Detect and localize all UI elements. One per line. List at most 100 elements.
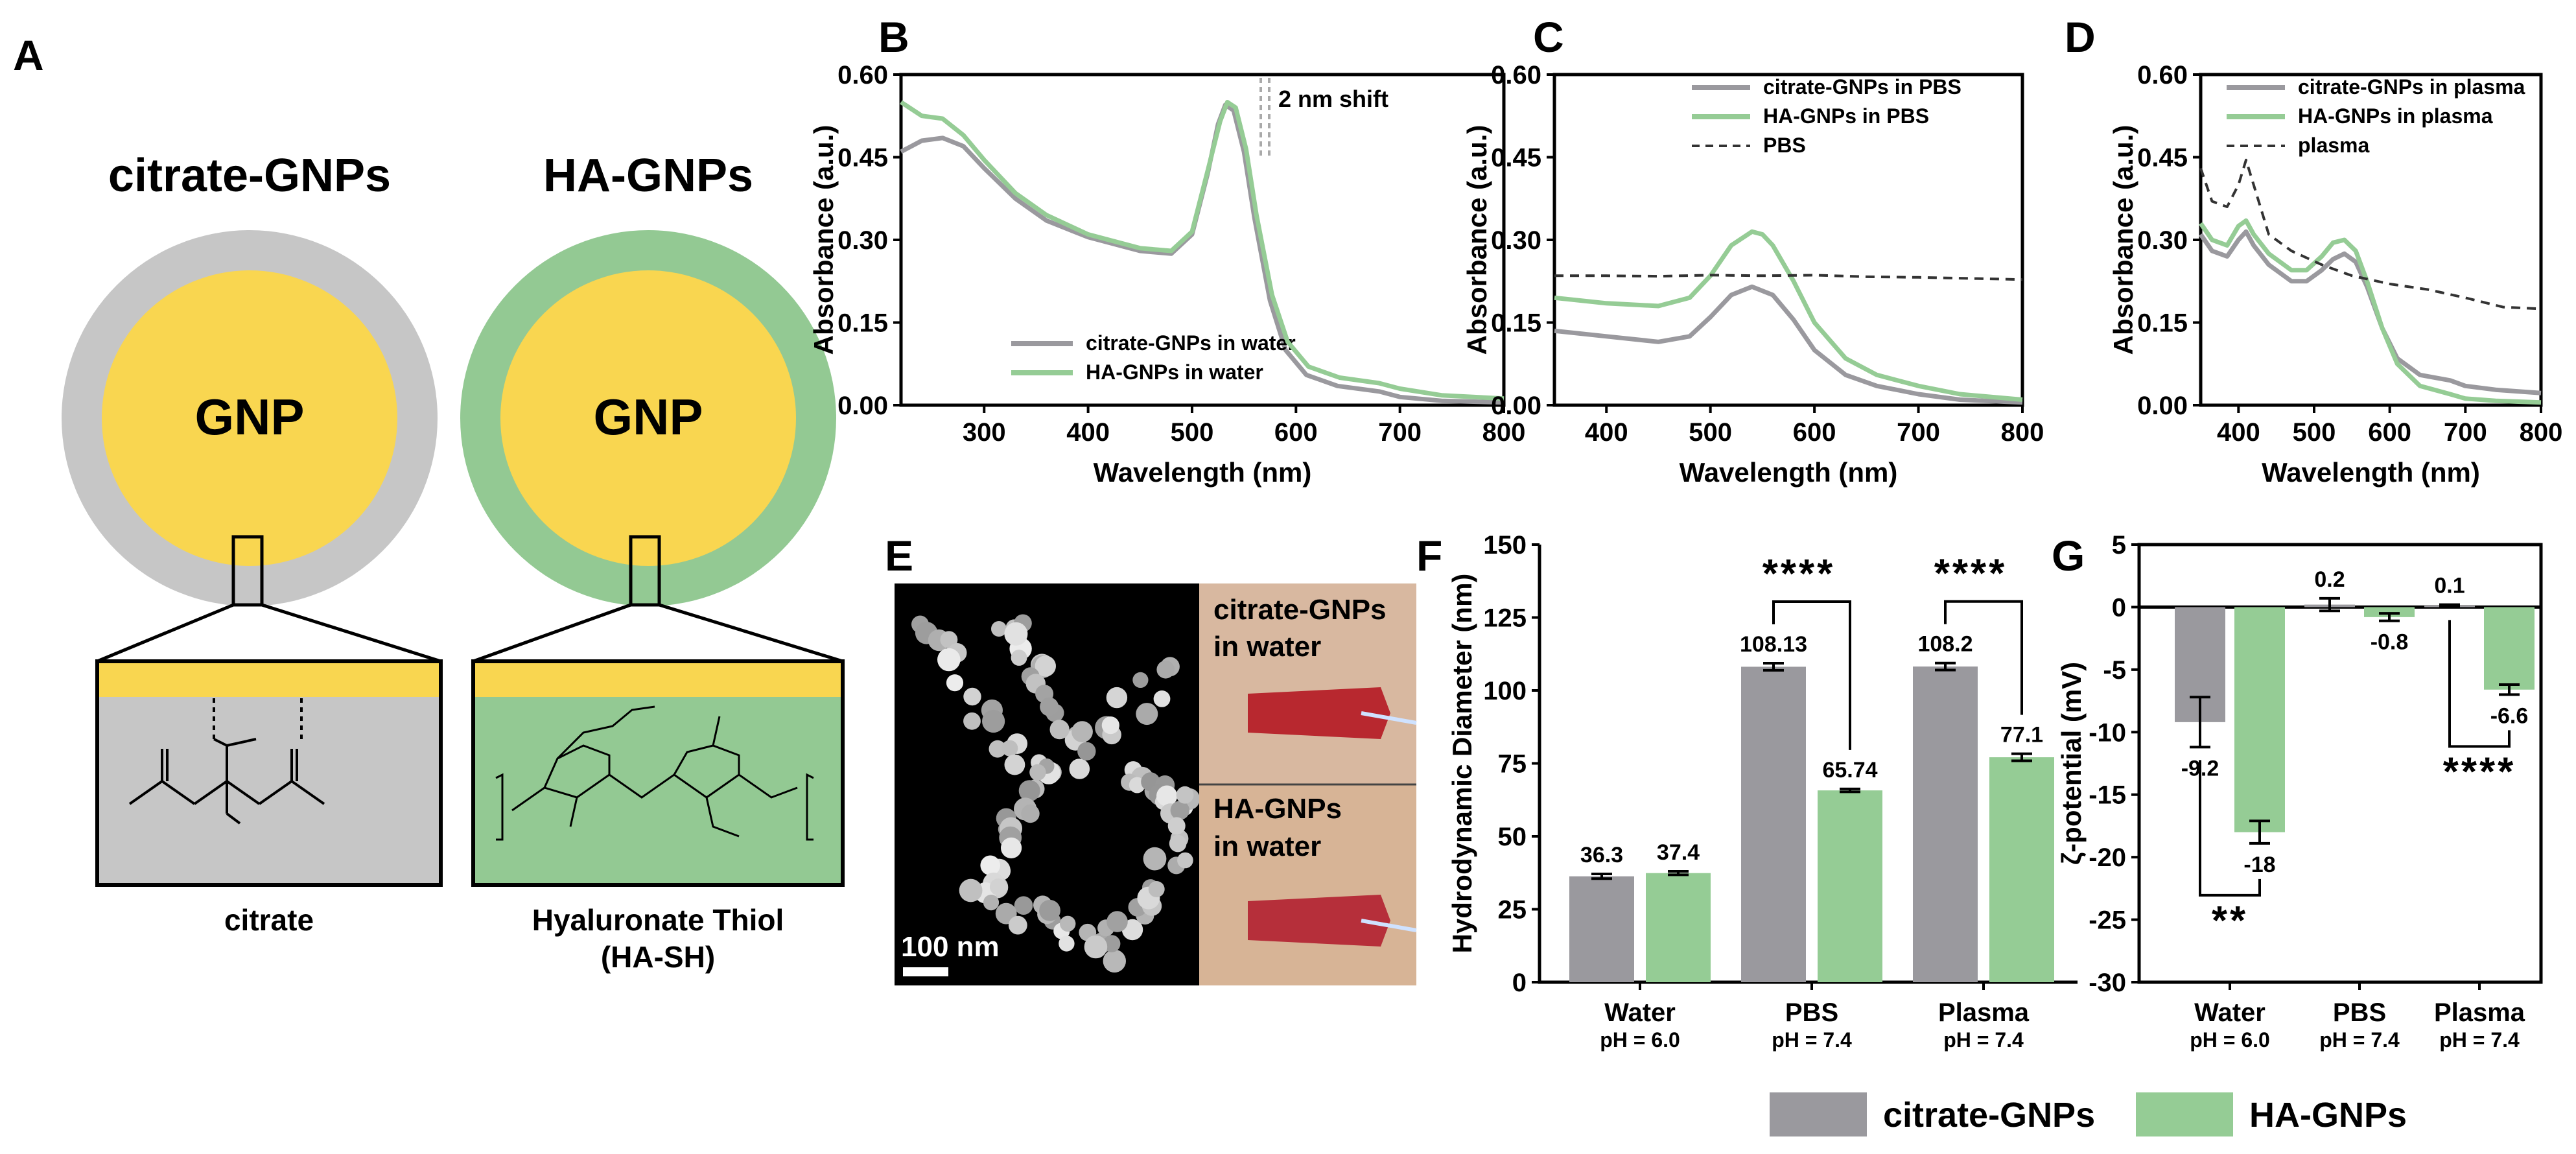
category-label: Plasma [2434, 998, 2525, 1027]
nanoparticle [1170, 801, 1190, 820]
nanoparticle [1103, 949, 1127, 973]
bar-ha-gnps [1646, 873, 1711, 982]
x-tick-label: 300 [963, 418, 1006, 447]
photo-top-label-line2: in water [1213, 631, 1321, 663]
y-tick-label: 0.60 [837, 61, 888, 89]
nanoparticle [1153, 690, 1171, 707]
y-tick-label: 100 [1483, 677, 1527, 705]
nanoparticle [1021, 804, 1040, 823]
zoom-line [261, 603, 441, 663]
panel-e: E 100 nm citrate-GNPs in water HA-GNPs i… [885, 532, 1417, 985]
series-line-citrate-gnps-in-pbs [1554, 284, 2023, 405]
x-tick-label: 500 [1689, 418, 1732, 447]
y-tick-label: 0.30 [2137, 226, 2188, 255]
x-tick-label: 400 [1066, 418, 1110, 447]
uv-vis-chart-plasma: D 0.00 0.15 0.30 0.45 0.60 400 500 600 700 800 Wav… [2065, 13, 2562, 488]
nanoparticle [1049, 720, 1070, 740]
y-tick-label: -10 [2089, 718, 2126, 747]
legend-label: HA-GNPs in water [1086, 360, 1263, 384]
significance-stars: **** [2443, 749, 2516, 794]
y-tick-label: 0.45 [2137, 144, 2188, 172]
nanoparticle [1101, 716, 1119, 735]
photo-citrate-vial [1199, 583, 1416, 784]
category-label: Water [2194, 998, 2266, 1027]
category-label: PBS [1785, 998, 1838, 1027]
y-tick-label: -20 [2089, 843, 2126, 872]
nanoparticle [980, 855, 1000, 876]
y-tick-label: 0.15 [2137, 309, 2188, 338]
y-tick-label: 0.00 [837, 392, 888, 420]
legend-label-ha: HA-GNPs [2249, 1096, 2407, 1135]
nanoparticle [1176, 786, 1194, 804]
panel-c-label: C [1533, 13, 1564, 61]
bar-citrate-gnps [1741, 666, 1806, 982]
panel-e-label: E [885, 532, 913, 580]
data-label: 0.2 [2314, 567, 2345, 592]
x-tick-label: 400 [1585, 418, 1628, 447]
nanoparticle [1069, 759, 1090, 779]
legend-label: plasma [2298, 134, 2369, 157]
data-label: -0.8 [2371, 630, 2409, 655]
y-tick-label: 25 [1498, 896, 1527, 924]
nanoparticle [1167, 817, 1186, 835]
category-label: PBS [2333, 998, 2386, 1027]
y-axis-label: ζ-potential (mV) [2056, 662, 2087, 865]
nanoparticle [1071, 721, 1093, 742]
nanoparticle [1059, 936, 1075, 952]
data-label: 37.4 [1657, 840, 1700, 865]
bar-ha-gnps [2484, 607, 2535, 690]
nanoparticle [1039, 900, 1060, 921]
x-tick-label: 700 [1378, 418, 1422, 447]
gnp-core-label-left: GNP [194, 388, 304, 445]
gold-core-right [500, 270, 796, 566]
significance-bracket [1772, 600, 1851, 750]
nanoparticle [1014, 896, 1033, 915]
significance-bracket [1944, 600, 2023, 715]
y-tick-label: 5 [2112, 531, 2126, 559]
y-tick-label: 50 [1498, 823, 1527, 851]
nanoparticle [1011, 650, 1027, 666]
nanoparticle [1060, 915, 1076, 932]
plot-frame [899, 73, 1506, 407]
data-label: 65.74 [1822, 758, 1877, 783]
bar-ha-gnps [2234, 607, 2285, 832]
citrate-ligand-label: citrate [224, 903, 314, 937]
y-axis-label: Absorbance (a.u.) [808, 125, 839, 355]
series-line-plasma [2199, 158, 2542, 311]
bottom-legend: citrate-GNPs HA-GNPs [1770, 1092, 2407, 1136]
bar-citrate-gnps [1569, 876, 1634, 982]
legend-label: citrate-GNPs in PBS [1763, 75, 1961, 99]
nanoparticle [1156, 785, 1178, 807]
data-label: 0.1 [2434, 574, 2465, 598]
ha-sh-structure [495, 705, 814, 841]
x-tick-label: 600 [1793, 418, 1836, 447]
data-label: 108.2 [1917, 632, 1973, 657]
x-tick-label: 500 [1171, 418, 1214, 447]
x-tick-label: 500 [2293, 418, 2336, 447]
nanoparticle [1004, 754, 1025, 775]
nanoparticle [1156, 661, 1175, 679]
citrate-inset [95, 659, 443, 887]
y-tick-label: 0.60 [2137, 61, 2188, 89]
y-tick-label: 0.15 [1491, 309, 1541, 338]
panel-d-label: D [2065, 13, 2096, 61]
scale-bar [903, 967, 948, 976]
zoom-line [473, 603, 631, 663]
photo-bottom-label-line2: in water [1213, 830, 1321, 862]
legend-label: PBS [1763, 134, 1806, 157]
significance-bracket [2448, 620, 2511, 748]
ph-label: pH = 7.4 [2439, 1028, 2520, 1052]
nanoparticle [963, 687, 981, 706]
panel-b-label: B [878, 13, 909, 61]
y-tick-label: 0.45 [1491, 144, 1541, 172]
plot-frame [2137, 543, 2543, 984]
y-tick-label: -15 [2089, 781, 2126, 810]
ha-ligand-label-line1: Hyaluronate Thiol [532, 903, 784, 937]
nanoparticle [991, 621, 1007, 637]
vial-icon [1248, 895, 1390, 947]
nanoparticle [1084, 935, 1108, 959]
y-tick-label: -30 [2089, 969, 2126, 997]
zoom-marker-left [231, 535, 264, 607]
data-label: 108.13 [1740, 632, 1807, 657]
